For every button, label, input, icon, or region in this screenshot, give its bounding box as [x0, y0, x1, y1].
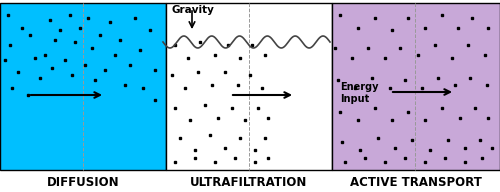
Bar	[0, 3, 166, 170]
Text: ACTIVE TRANSPORT: ACTIVE TRANSPORT	[350, 176, 482, 190]
Bar	[332, 3, 500, 170]
Text: Energy
Input: Energy Input	[340, 82, 378, 104]
Text: DIFFUSION: DIFFUSION	[46, 176, 120, 190]
Text: ULTRAFILTRATION: ULTRAFILTRATION	[190, 176, 308, 190]
Text: Gravity: Gravity	[172, 5, 215, 15]
Bar	[166, 3, 332, 170]
